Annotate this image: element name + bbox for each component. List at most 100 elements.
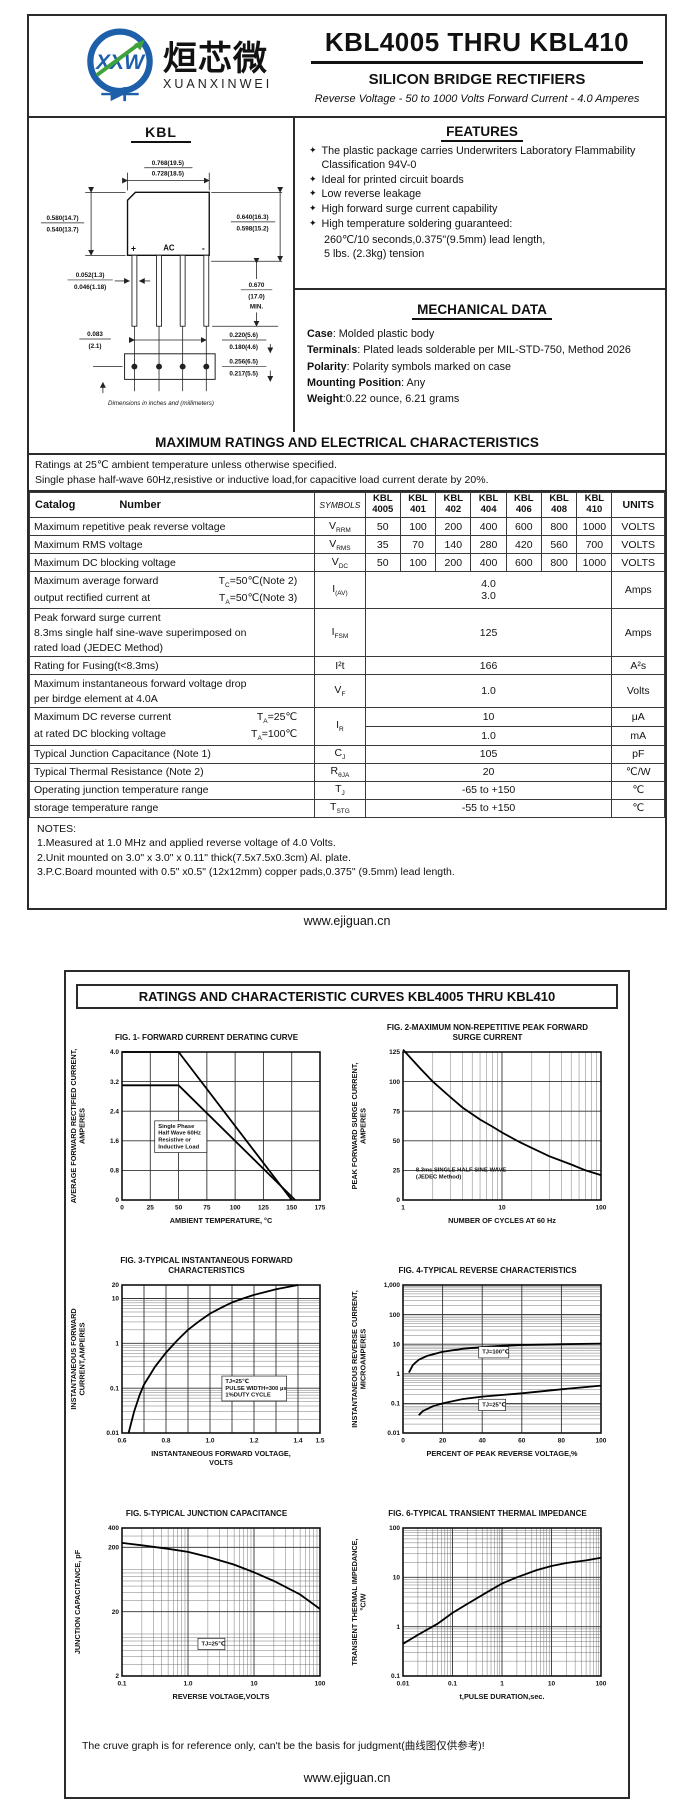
note-line: 1.Measured at 1.0 MHz and applied revers…	[37, 837, 336, 850]
page2-disclaimer: The cruve graph is for reference only, c…	[82, 1739, 485, 1752]
value-cell: 700	[576, 535, 613, 555]
svg-text:25: 25	[392, 1167, 400, 1174]
feature-detail-line: 260℃/10 seconds,0.375"(9.5mm) lead lengt…	[324, 233, 546, 246]
logo-text-block: 烜芯微 XUANXINWEI	[163, 42, 272, 91]
svg-text:20: 20	[438, 1437, 446, 1444]
value-cell: 20	[364, 762, 613, 782]
specs-column: FEATURES ✦ The plastic package carries Un…	[295, 118, 665, 432]
unit-cell: pF	[611, 744, 665, 764]
svg-text:INSTANTANEOUS FORWARD: INSTANTANEOUS FORWARD	[69, 1308, 78, 1409]
page2-footer-url: www.ejiguan.cn	[303, 1770, 391, 1785]
value-cell: 420	[505, 535, 542, 555]
svg-text:10: 10	[111, 1295, 119, 1302]
svg-text:50: 50	[174, 1204, 182, 1211]
unit-cell: ℃/W	[611, 762, 665, 782]
symbol-cell: VRMS	[314, 535, 366, 555]
svg-text:1.6: 1.6	[109, 1138, 118, 1145]
figure-3: FIG. 3-TYPICAL INSTANTANEOUS FORWARD CHAR…	[68, 1256, 346, 1477]
svg-text:0.1: 0.1	[109, 1385, 118, 1392]
unit-cell: VOLTS	[611, 517, 665, 537]
svg-text:0.01: 0.01	[106, 1430, 119, 1437]
feature-detail-line: 5 lbs. (2.3kg) tension	[324, 247, 425, 260]
svg-text:200: 200	[108, 1544, 119, 1551]
svg-text:10: 10	[250, 1680, 258, 1687]
svg-text:0.1: 0.1	[390, 1400, 399, 1407]
svg-text:1: 1	[396, 1371, 400, 1378]
figure-plot: 0.1 1.0 10 100 2 20 200 400 TJ=25℃ JUNCTION CAPAC…	[73, 1525, 326, 1701]
svg-text:0.6: 0.6	[117, 1437, 126, 1444]
value-cell: 800	[540, 553, 578, 573]
svg-text:150: 150	[286, 1204, 297, 1211]
svg-text:125: 125	[257, 1204, 268, 1211]
svg-text:(JEDEC Method): (JEDEC Method)	[415, 1174, 460, 1180]
bullet-icon: ✦	[309, 188, 317, 199]
svg-text:100: 100	[389, 1078, 400, 1085]
data-series	[121, 1083, 296, 1201]
table-row: Maximum RMS voltage VRMS 35 70 140 280 420 560 7…	[28, 535, 665, 555]
symbol-cell: TJ	[314, 780, 366, 800]
unit-cell: VOLTS	[611, 553, 665, 573]
table-row: Maximum repetitive peak reverse voltage V…	[28, 517, 665, 537]
svg-text:60: 60	[518, 1437, 526, 1444]
table-row: Typical Junction Capacitance (Note 1) CJ 1…	[28, 744, 665, 764]
svg-text:JUNCTION CAPACITANCE, pF: JUNCTION CAPACITANCE, pF	[73, 1549, 82, 1654]
figure-title: FIG. 1- FORWARD CURRENT DERATING CURVE	[114, 1032, 299, 1042]
features-section: FEATURES ✦ The plastic package carries Un…	[295, 118, 665, 290]
svg-text:175: 175	[314, 1204, 325, 1211]
title-block: KBL4005 THRU KBL410 SILICON BRIDGE RECTI…	[297, 27, 665, 105]
ratings-table-body: Catalog Number SYMBOLS KBL 4005 KBL 401 KBL 40…	[28, 492, 665, 818]
curves-heading: RATINGS AND CHARACTERISTIC CURVES KBL400…	[76, 983, 618, 1009]
svg-text:4.0: 4.0	[109, 1049, 118, 1056]
figure-plot: 0 20 40 60 80 100 0.01 0.1 1 10 100 1,000 TJ=100℃ TJ=…	[350, 1282, 607, 1458]
package-body	[126, 191, 210, 257]
param-cell: Maximum average forward TC=50℃(Note 2) out…	[28, 571, 316, 610]
param-cell: Maximum instantaneous forward voltage dr…	[28, 674, 316, 709]
unit-cell: A²s	[611, 656, 665, 676]
param-cell: Maximum DC blocking voltage	[28, 553, 316, 573]
svg-text:1.0: 1.0	[205, 1437, 214, 1444]
svg-text:80: 80	[557, 1437, 565, 1444]
symbols-header-cell: SYMBOLS	[314, 492, 366, 519]
condition-line: Ratings at 25℃ ambient temperature unles…	[35, 459, 337, 471]
data-series	[121, 1541, 321, 1610]
svg-text:°C/W: °C/W	[358, 1593, 367, 1610]
svg-text:0.8: 0.8	[161, 1437, 170, 1444]
svg-text:TJ=100℃: TJ=100℃	[482, 1348, 509, 1355]
condition-line: Single phase half-wave 60Hz,resistive or…	[35, 473, 489, 486]
symbol-cell: TSTG	[314, 798, 366, 818]
table-row: Maximum DC reverse current TA=25℃ at rated…	[28, 707, 665, 746]
param-cell: Operating junction temperature range	[28, 780, 316, 800]
unit-cell: mA	[611, 726, 665, 746]
value-cell: 1000	[576, 553, 613, 573]
svg-text:AMPERES: AMPERES	[358, 1107, 367, 1143]
svg-text:VOLTS: VOLTS	[209, 1458, 233, 1467]
table-row: Maximum average forward TC=50℃(Note 2) out…	[28, 571, 665, 610]
symbol-cell: VF	[314, 674, 366, 709]
value-cell: 35	[364, 535, 401, 555]
part-column-header: KBL 402	[435, 492, 472, 519]
svg-text:1.5: 1.5	[315, 1437, 324, 1444]
mechanical-heading: MECHANICAL DATA	[307, 300, 657, 320]
svg-text:0: 0	[401, 1437, 405, 1444]
svg-text:AVERAGE FORWARD RECTIFIED CURR: AVERAGE FORWARD RECTIFIED CURRENT,	[69, 1048, 78, 1203]
figure-title: FIG. 2-MAXIMUM NON-REPETITIVE PEAK FORWA…	[386, 1022, 589, 1042]
value-cell: 600	[505, 553, 542, 573]
dim-pitch-min: 0.180(4.6)	[229, 344, 258, 351]
mechanical-row: Case: Molded plastic body	[307, 328, 435, 341]
value-cell: 600	[505, 517, 542, 537]
header: XXW 烜芯微 XUANXINWEI KBL4005 THRU KBL410 S…	[29, 16, 665, 118]
unit-cell: Volts	[611, 674, 665, 709]
svg-text:0.1: 0.1	[117, 1680, 126, 1687]
svg-text:100: 100	[389, 1311, 400, 1318]
part-column-header: KBL 406	[505, 492, 542, 519]
feature-item: ✦ High temperature soldering guaranteed:	[309, 218, 513, 231]
logo-graphic-icon: XXW	[87, 28, 153, 102]
figure-plot: 0 25 50 75 100 125 150 175 0 0.8 1.6 2.4 3.2 4.0 Singl…	[69, 1048, 326, 1224]
svg-text:TJ=25℃: TJ=25℃	[225, 1378, 249, 1385]
bullet-icon: ✦	[309, 173, 317, 184]
value-cell: 166	[364, 656, 613, 676]
ac-terminal-label: AC	[163, 243, 175, 252]
note-line: 2.Unit mounted on 3.0" x 3.0" x 0.11" th…	[37, 851, 351, 864]
package-and-specs-row: KBL 0.768(19.5) 0.728(18.5) + AC -	[29, 118, 665, 432]
feature-item: ✦ Ideal for printed circuit boards	[309, 173, 464, 186]
